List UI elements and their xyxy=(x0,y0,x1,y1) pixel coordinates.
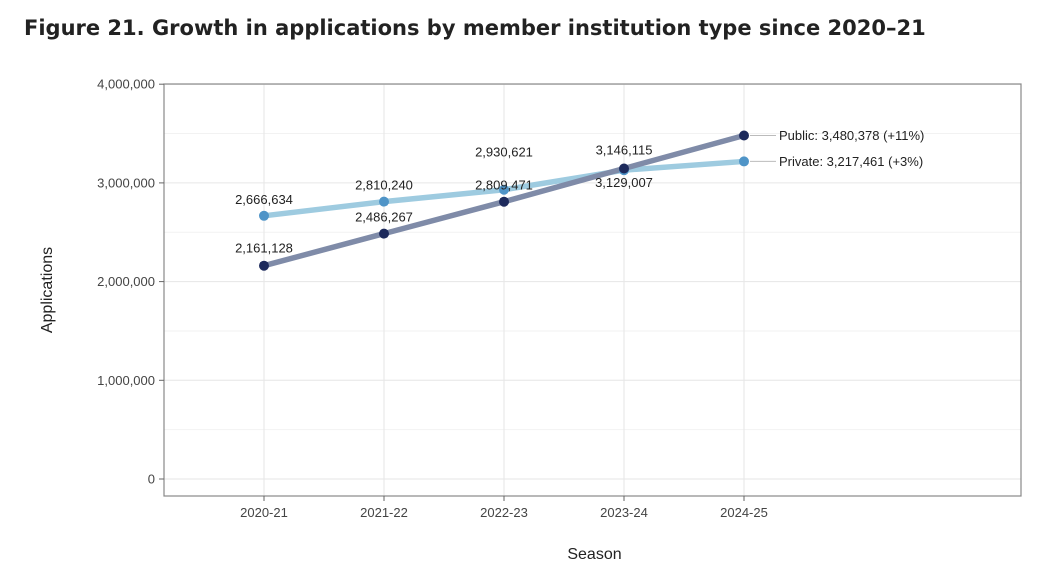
private-data-label: 2,666,634 xyxy=(235,192,293,207)
x-tick-label: 2024-25 xyxy=(720,505,768,520)
private-data-point xyxy=(499,184,509,195)
x-tick-label: 2022-23 xyxy=(480,505,528,520)
public-data-label: 2,486,267 xyxy=(355,210,413,225)
x-tick-label: 2021-22 xyxy=(360,505,408,520)
private-data-point xyxy=(259,210,269,221)
y-tick-label: 4,000,000 xyxy=(97,77,155,92)
y-axis: 0 1,000,000 2,000,000 3,000,000 4,000,000 xyxy=(97,77,164,487)
x-tick-label: 2020-21 xyxy=(240,505,288,520)
figure-title: Figure 21. Growth in applications by mem… xyxy=(24,16,926,40)
public-data-point xyxy=(379,228,389,239)
public-data-label: 2,161,128 xyxy=(235,241,293,256)
private-data-label: 2,930,621 xyxy=(475,145,533,160)
y-tick-label: 2,000,000 xyxy=(97,274,155,289)
public-data-label: 3,146,115 xyxy=(596,142,653,157)
private-data-point xyxy=(379,196,389,207)
public-data-point xyxy=(619,163,629,174)
public-end-label: Public: 3,480,378 (+11%) xyxy=(779,128,924,143)
public-data-point xyxy=(259,260,269,271)
y-tick-label: 0 xyxy=(148,472,155,487)
y-tick-label: 3,000,000 xyxy=(97,175,155,190)
data-labels: 2,666,634 2,810,240 2,930,621 3,129,007 Priv… xyxy=(235,128,924,256)
private-data-label: 3,129,007 xyxy=(595,175,653,190)
private-data-point xyxy=(739,156,749,167)
x-axis-title: Season xyxy=(567,546,621,563)
private-data-label: 2,810,240 xyxy=(355,178,413,193)
y-tick-label: 1,000,000 xyxy=(97,373,155,388)
public-data-label: 2,809,471 xyxy=(475,178,533,193)
x-axis: 2020-21 2021-22 2022-23 2023-24 2024-25 xyxy=(240,496,768,520)
public-data-point xyxy=(739,130,749,141)
plot-panel-border xyxy=(163,83,1022,497)
series-points xyxy=(259,130,749,271)
grid xyxy=(164,83,1021,496)
y-axis-title: Applications xyxy=(39,247,56,333)
x-tick-label: 2023-24 xyxy=(600,505,648,520)
private-end-label: Private: 3,217,461 (+3%) xyxy=(779,154,923,169)
public-data-point xyxy=(499,196,509,207)
